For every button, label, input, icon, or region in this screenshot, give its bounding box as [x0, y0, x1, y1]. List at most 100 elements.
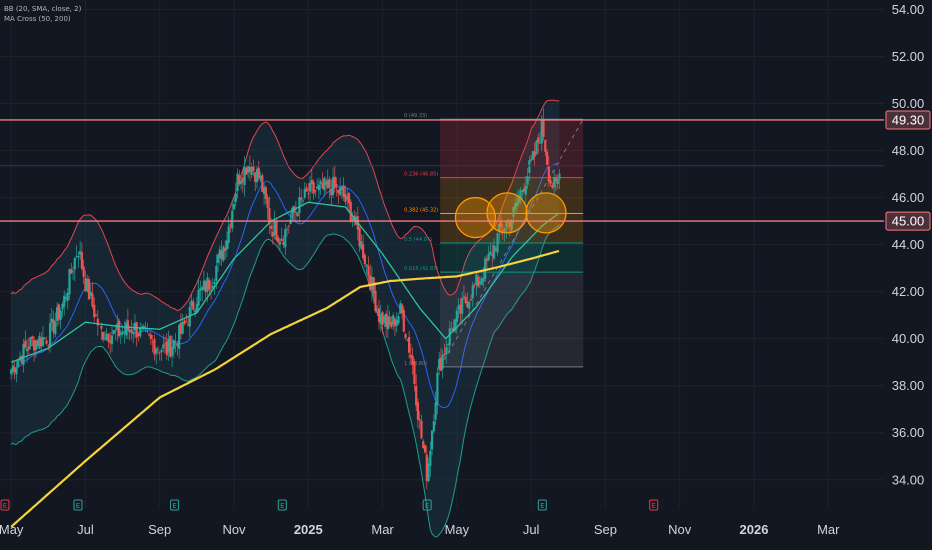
candle-body	[445, 347, 448, 355]
candle-body	[61, 303, 64, 310]
candle-body	[323, 178, 326, 191]
candle-body	[390, 322, 393, 328]
x-tick-label: Sep	[148, 522, 171, 537]
candle-body	[522, 188, 526, 192]
candle-body	[93, 304, 96, 318]
candle-body	[128, 329, 131, 333]
candle-body	[553, 177, 556, 188]
fib-level-label: 0.5 (44.07)	[404, 237, 432, 243]
candle-body	[84, 278, 87, 292]
candle-body	[170, 347, 174, 356]
x-tick-label: May	[0, 522, 24, 537]
candle-body	[349, 201, 352, 222]
candle-body	[335, 184, 338, 187]
candle-body	[450, 329, 453, 331]
candle-body	[362, 244, 365, 259]
candle-body	[121, 331, 124, 335]
candle-body	[480, 278, 483, 285]
grid-lines	[0, 0, 884, 508]
candle-body	[333, 176, 336, 188]
candle-body	[110, 335, 114, 345]
candle-body	[294, 212, 298, 213]
earnings-marker	[0, 499, 10, 511]
y-tick-label: 36.00	[892, 425, 925, 440]
candle-body	[148, 334, 151, 336]
candle-body	[66, 292, 69, 301]
candle-body	[77, 255, 80, 258]
candle-body	[59, 310, 62, 320]
candle-body	[319, 181, 322, 184]
candle-body	[282, 241, 285, 245]
fib-level-label: 1 (38.80)	[404, 361, 427, 367]
candle-body	[533, 151, 536, 157]
earnings-marker	[649, 499, 659, 511]
candle-body	[301, 200, 305, 202]
x-axis: May Jul Sep Nov 2025 Mar May Jul Sep Nov 2026 Mar	[0, 522, 840, 537]
candle-body	[448, 328, 451, 346]
candle-body	[135, 322, 138, 338]
candle-body	[287, 225, 290, 227]
candle-body	[163, 343, 167, 345]
candle-body	[38, 336, 41, 349]
level-price-label: 45.00	[892, 214, 925, 229]
candle-body	[496, 233, 499, 253]
candle-body	[397, 316, 400, 324]
candle-body	[392, 315, 395, 325]
candle-body	[225, 240, 229, 250]
highlight-circle	[454, 196, 497, 239]
candle-body	[413, 361, 416, 384]
candle-body	[10, 369, 13, 375]
candle-body	[211, 285, 214, 289]
candle-body	[365, 264, 368, 267]
candle-body	[535, 140, 538, 155]
bb-lower-band	[10, 224, 560, 538]
candle-body	[505, 221, 508, 228]
earnings-marker	[277, 499, 287, 511]
candle-body	[158, 352, 161, 353]
ma50-line	[10, 201, 560, 363]
candle-body	[314, 190, 317, 192]
x-tick-label: Mar	[371, 522, 394, 537]
candle-body	[125, 322, 128, 336]
ma-cross-legend-label[interactable]: MA Cross (50, 200)	[4, 15, 71, 23]
candle-body	[70, 269, 73, 274]
candle-body	[339, 186, 342, 195]
candle-body	[126, 320, 129, 331]
candle-body	[31, 336, 34, 340]
candle-body	[328, 178, 331, 188]
fib-level-label: 0.382 (45.32)	[404, 208, 438, 214]
candle-body	[232, 204, 236, 210]
candle-body	[521, 190, 524, 192]
candle-body	[250, 166, 253, 175]
candle-body	[40, 337, 43, 347]
candle-body	[15, 367, 18, 375]
candle-body	[469, 299, 473, 301]
candle-body	[420, 420, 423, 439]
candle-body	[103, 338, 106, 340]
candle-body	[430, 430, 434, 450]
candle-body	[395, 320, 398, 326]
candle-body	[245, 168, 248, 175]
candle-body	[86, 279, 89, 292]
candle-body	[22, 343, 25, 365]
candle-body	[264, 187, 267, 199]
horizontal-levels: 49.30 45.00	[0, 110, 931, 231]
candle-body	[492, 245, 496, 259]
candle-body	[379, 313, 382, 324]
y-tick-label: 54.00	[892, 2, 925, 17]
candle-body	[494, 248, 497, 251]
candle-body	[381, 312, 384, 325]
candle-body	[280, 238, 283, 242]
candle-body	[551, 184, 554, 188]
candle-body	[220, 250, 223, 260]
candle-body	[363, 254, 366, 264]
candle-body	[247, 165, 250, 173]
candle-body	[305, 187, 308, 192]
bb-legend-label[interactable]: BB (20, SMA, close, 2)	[4, 5, 82, 13]
candle-body	[36, 339, 39, 346]
candle-body	[376, 310, 379, 313]
candle-body	[112, 329, 115, 334]
candle-body	[434, 402, 437, 420]
candle-body	[50, 318, 53, 323]
